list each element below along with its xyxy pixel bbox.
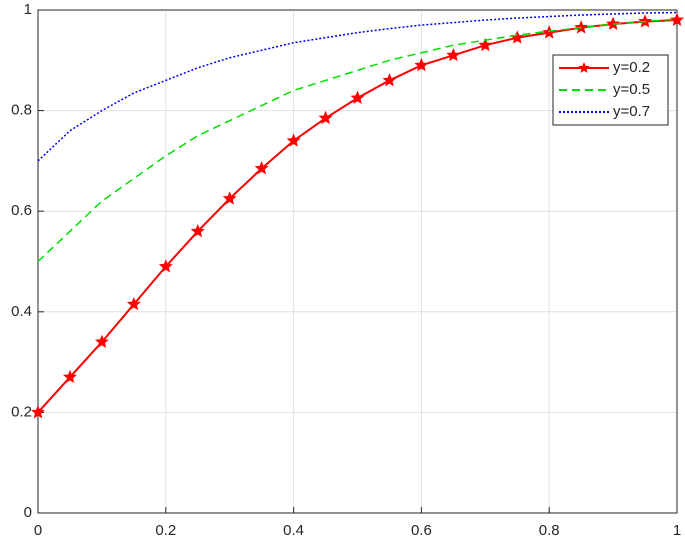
marker xyxy=(382,73,397,87)
legend-label: y=0.2 xyxy=(613,59,650,76)
x-tick-label: 1 xyxy=(673,522,681,539)
legend-label: y=0.5 xyxy=(613,81,650,98)
series-line xyxy=(37,11,678,162)
x-tick-label: 0.2 xyxy=(155,522,176,539)
marker xyxy=(446,47,461,62)
y-tick-label: 0.2 xyxy=(11,403,32,420)
marker xyxy=(318,110,333,125)
marker xyxy=(31,405,45,419)
y-tick-label: 1 xyxy=(24,1,32,18)
x-tick-label: 0.4 xyxy=(283,522,304,539)
x-tick-label: 0.8 xyxy=(539,522,560,539)
x-tick-label: 0.6 xyxy=(411,522,432,539)
marker xyxy=(286,133,301,147)
y-tick-label: 0 xyxy=(24,504,32,521)
y-tick-label: 0.4 xyxy=(11,303,32,320)
marker xyxy=(126,296,141,311)
marker xyxy=(670,12,684,26)
marker xyxy=(478,37,493,52)
legend-label: y=0.7 xyxy=(613,103,650,120)
marker xyxy=(222,191,237,205)
marker xyxy=(190,223,205,238)
legend-marker xyxy=(578,62,590,73)
marker xyxy=(254,161,269,175)
legend-box xyxy=(552,54,669,126)
x-tick-label: 0 xyxy=(34,522,42,539)
marker xyxy=(414,58,429,72)
marker xyxy=(158,259,173,273)
marker xyxy=(94,334,109,348)
y-tick-label: 0.8 xyxy=(11,102,32,119)
y-tick-label: 0.6 xyxy=(11,202,32,219)
marker xyxy=(350,90,365,104)
marker xyxy=(62,369,77,384)
